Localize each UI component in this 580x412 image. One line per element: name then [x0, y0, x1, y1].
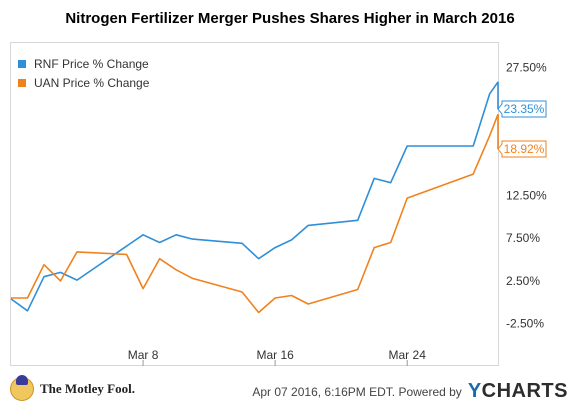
motley-fool-logo: The Motley Fool. [10, 375, 135, 401]
plot-area [10, 42, 499, 366]
jester-hat-icon [10, 375, 34, 401]
footer-timestamp: Apr 07 2016, 6:16PM EDT. Powered by [252, 384, 462, 399]
end-value-callout-rnf [497, 100, 547, 118]
end-value-label-uan: 18.92% [504, 142, 545, 156]
ycharts-logo-text: CHARTS [481, 380, 568, 402]
y-tick-label: 2.50% [506, 274, 540, 288]
legend-label-uan: UAN Price % Change [34, 75, 150, 90]
legend-label-rnf: RNF Price % Change [34, 56, 149, 71]
y-tick-label: 27.50% [506, 60, 547, 74]
y-tick-label: 12.50% [506, 189, 547, 203]
end-value-callout-uan [497, 140, 547, 158]
series-line-uan [11, 114, 499, 314]
y-tick-label: -2.50% [506, 317, 544, 331]
legend: RNF Price % Change UAN Price % Change [18, 54, 149, 92]
legend-swatch-uan [18, 78, 26, 87]
end-value-label-rnf: 23.35% [504, 102, 545, 116]
x-tick-label: Mar 8 [128, 348, 159, 362]
chart-title: Nitrogen Fertilizer Merger Pushes Shares… [65, 10, 515, 27]
legend-item-rnf: RNF Price % Change [18, 54, 149, 73]
legend-item-uan: UAN Price % Change [18, 73, 149, 92]
y-tick-label: 7.50% [506, 231, 540, 245]
ycharts-logo: YCHARTS [468, 380, 568, 403]
x-tick-label: Mar 16 [256, 348, 294, 362]
footer-credits: Apr 07 2016, 6:16PM EDT. Powered by YCHA… [252, 380, 568, 403]
ycharts-logo-y: Y [467, 380, 482, 402]
motley-fool-wordmark: The Motley Fool. [40, 381, 135, 396]
legend-swatch-rnf [18, 59, 26, 68]
x-tick-label: Mar 24 [389, 348, 427, 362]
series-line-rnf [10, 81, 499, 312]
